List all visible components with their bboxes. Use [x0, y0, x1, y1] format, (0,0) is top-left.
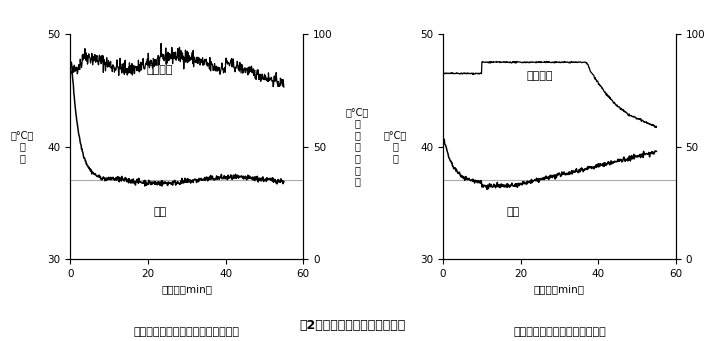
X-axis label: 時　間（min）: 時 間（min） [161, 284, 213, 294]
Text: 図2　粗揉工程の茶温制御の例: 図2 粗揉工程の茶温制御の例 [299, 320, 405, 332]
X-axis label: 時　間（min）: 時 間（min） [534, 284, 585, 294]
Text: 従来の制御による茶温制御結果: 従来の制御による茶温制御結果 [513, 327, 605, 337]
Text: 茶温: 茶温 [506, 207, 520, 217]
Text: 茶温: 茶温 [153, 207, 166, 217]
Y-axis label: （°C）
温
茶: （°C） 温 茶 [384, 130, 407, 163]
Y-axis label: （°C）
温
茶: （°C） 温 茶 [11, 130, 34, 163]
Text: 熱風温度: 熱風温度 [527, 71, 553, 81]
Text: ファジィ推論を用いた茶温制御結果: ファジィ推論を用いた茶温制御結果 [134, 327, 240, 337]
Text: 熱風温度: 熱風温度 [146, 65, 173, 75]
Y-axis label: （°C）
度
温
風
熱
定
設: （°C） 度 温 風 熱 定 設 [346, 107, 369, 187]
